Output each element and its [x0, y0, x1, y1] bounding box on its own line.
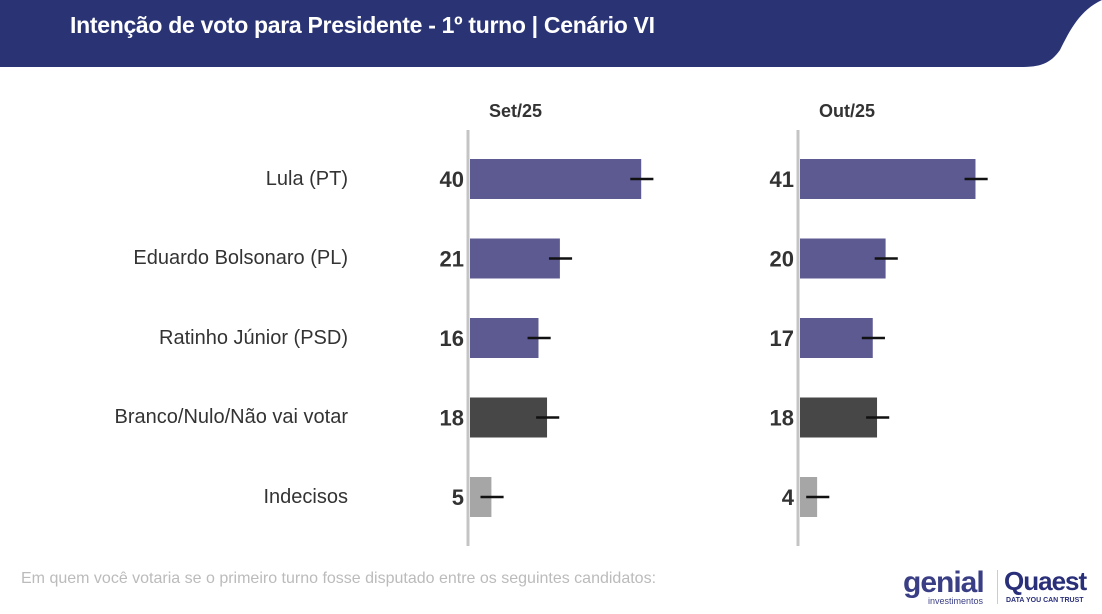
header-banner: Intenção de voto para Presidente - 1º tu… [0, 0, 1102, 68]
category-label: Lula (PT) [265, 168, 348, 190]
panel-title-out: Out/25 [819, 101, 876, 121]
bar [470, 397, 548, 438]
bar [800, 397, 878, 438]
data-label: 18 [440, 406, 464, 431]
quaest-logo: Quaest [1004, 566, 1087, 596]
data-label: 5 [452, 485, 464, 510]
bar [470, 159, 642, 199]
panel-title-set: Set/25 [489, 101, 543, 121]
category-label: Eduardo Bolsonaro (PL) [133, 247, 348, 269]
bar [800, 318, 873, 358]
data-label: 4 [782, 485, 795, 510]
bar [470, 238, 560, 279]
footnote: Em quem você votaria se o primeiro turno… [21, 570, 657, 587]
bar [470, 318, 539, 358]
bar [800, 159, 976, 199]
header-background [0, 0, 1102, 67]
category-label: Ratinho Júnior (PSD) [159, 327, 348, 349]
genial-logo: genial [903, 566, 985, 599]
quaest-logo-subtitle: DATA YOU CAN TRUST [1006, 597, 1084, 604]
logo-divider [997, 570, 998, 604]
genial-logo-subtitle: investimentos [928, 596, 984, 606]
data-label: 21 [440, 247, 464, 272]
category-label: Indecisos [263, 486, 349, 508]
chart-area: 40 21 16 18 5 41 20 17 18 4 [440, 130, 988, 546]
bar [800, 238, 886, 279]
data-label: 41 [770, 167, 794, 192]
data-label: 20 [770, 247, 794, 272]
data-label: 40 [440, 167, 464, 192]
data-label: 16 [440, 326, 464, 351]
data-label: 17 [770, 326, 794, 351]
data-label: 18 [770, 406, 794, 431]
page-title: Intenção de voto para Presidente - 1º tu… [70, 12, 655, 38]
category-label: Branco/Nulo/Não vai votar [114, 406, 348, 428]
